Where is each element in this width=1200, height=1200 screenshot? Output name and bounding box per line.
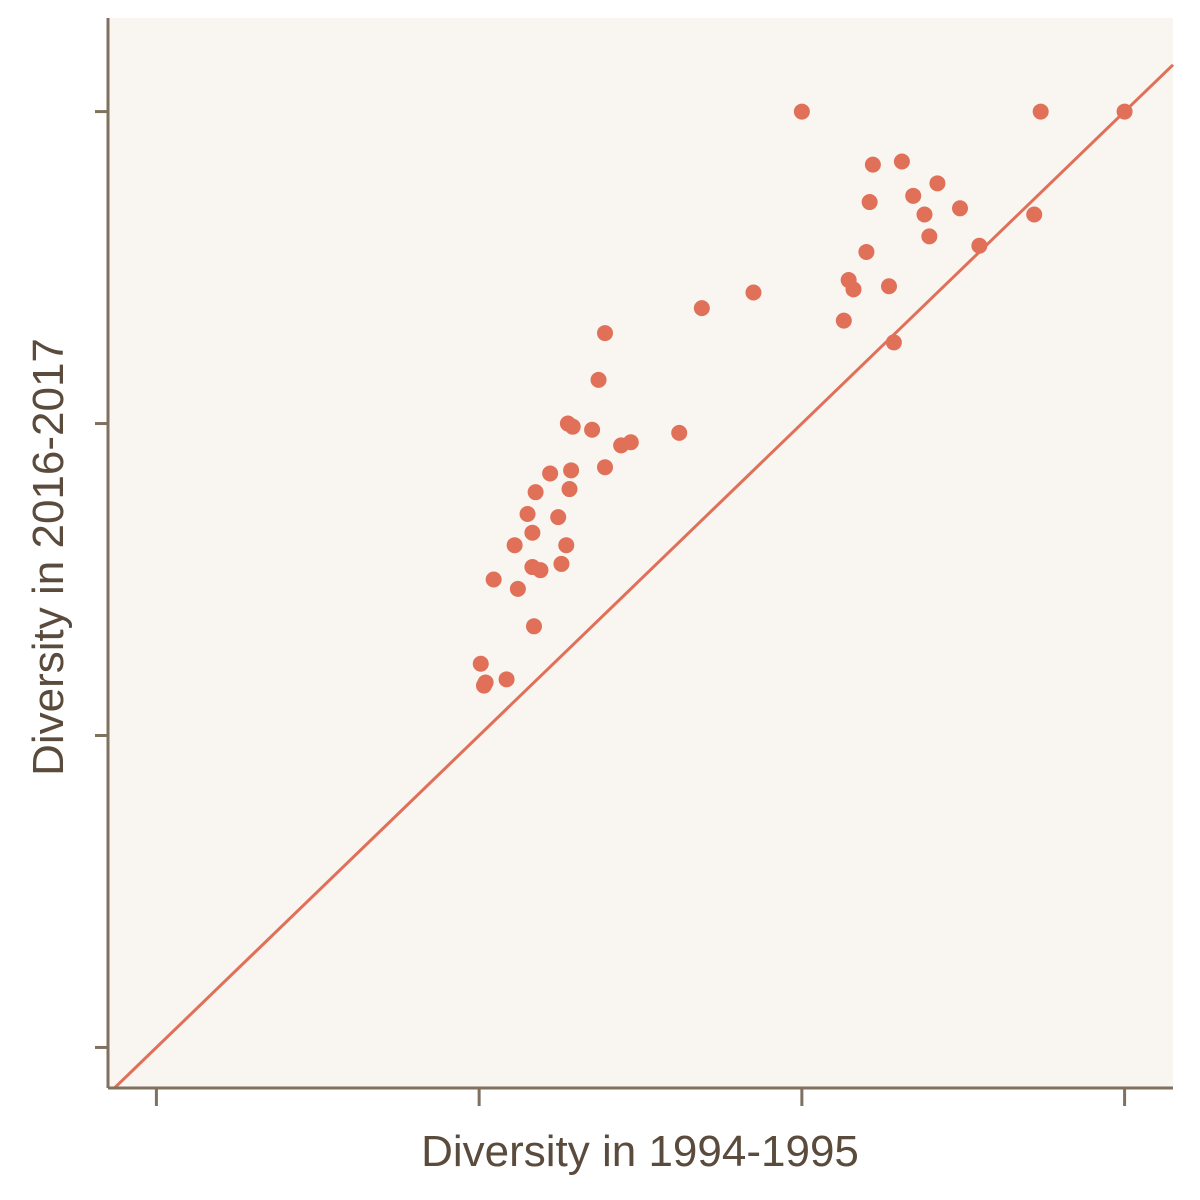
data-point bbox=[542, 465, 559, 482]
data-point bbox=[858, 243, 875, 260]
data-point bbox=[563, 462, 580, 479]
data-point bbox=[622, 434, 639, 451]
data-point bbox=[1026, 206, 1043, 223]
panel-background bbox=[108, 18, 1173, 1088]
data-point bbox=[519, 506, 536, 523]
y-axis-title: Diversity in 2016-2017 bbox=[24, 338, 73, 776]
axes-layer bbox=[95, 18, 1173, 1106]
data-point bbox=[590, 371, 607, 388]
data-point bbox=[472, 655, 489, 672]
data-point bbox=[885, 334, 902, 351]
data-point bbox=[509, 580, 526, 597]
data-point bbox=[745, 284, 762, 301]
data-point bbox=[527, 484, 544, 501]
data-point bbox=[561, 481, 578, 498]
x-axis-title: Diversity in 1994-1995 bbox=[421, 1127, 859, 1176]
data-point bbox=[553, 555, 570, 572]
data-point bbox=[905, 187, 922, 204]
data-point bbox=[475, 677, 492, 694]
data-point bbox=[485, 571, 502, 588]
data-point bbox=[881, 278, 897, 295]
data-point bbox=[526, 618, 542, 635]
data-point bbox=[893, 153, 910, 170]
data-point bbox=[597, 325, 613, 342]
data-point bbox=[532, 562, 549, 579]
data-point bbox=[952, 200, 968, 217]
data-point bbox=[916, 206, 933, 223]
data-point bbox=[864, 156, 881, 173]
data-point bbox=[584, 421, 601, 438]
data-point bbox=[793, 103, 810, 120]
data-point bbox=[564, 418, 581, 435]
points-layer bbox=[472, 103, 1133, 694]
data-point bbox=[835, 312, 852, 329]
data-point bbox=[971, 237, 988, 254]
data-point bbox=[558, 537, 575, 554]
data-point bbox=[693, 300, 710, 317]
data-point bbox=[671, 424, 688, 441]
data-point bbox=[597, 459, 613, 476]
data-point bbox=[498, 671, 515, 688]
identity-line bbox=[113, 63, 1175, 1090]
reference-line-layer bbox=[113, 63, 1175, 1090]
data-point bbox=[861, 194, 878, 211]
data-point bbox=[550, 509, 567, 526]
data-point bbox=[845, 281, 862, 298]
data-point bbox=[921, 228, 938, 245]
data-point bbox=[524, 524, 541, 541]
data-point bbox=[506, 537, 523, 554]
data-point bbox=[929, 175, 946, 192]
data-point bbox=[1116, 103, 1133, 120]
data-point bbox=[1032, 103, 1049, 120]
